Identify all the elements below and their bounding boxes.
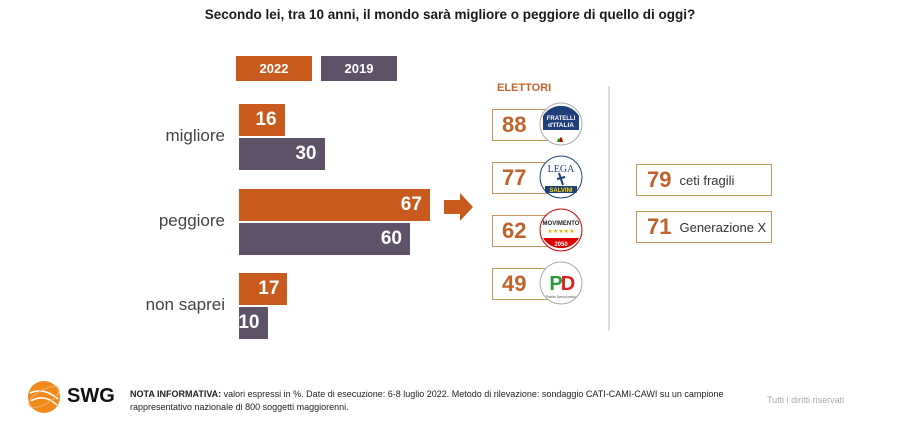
party-value: 62 (502, 218, 527, 243)
segment-box: 71 Generazione X (636, 211, 772, 243)
lega-salvini-logo-icon: LEGA SALVINI (539, 155, 583, 199)
fratelli-ditalia-logo-icon: FRATELLI d'ITALIA (539, 102, 583, 146)
segment-box: 79 ceti fragili (636, 164, 772, 196)
rights-text: Tutti i diritti riservati (767, 395, 845, 405)
svg-text:P: P (549, 273, 562, 295)
bar-2019-non-saprei: 10 (238, 307, 268, 339)
arrow-icon (444, 193, 473, 221)
party-value: 88 (502, 112, 527, 137)
note-text: valori espressi in %. Date di esecuzione… (130, 389, 724, 412)
movimento-5-stelle-logo-icon: MOVIMENTO ★★★★★ 2050 (539, 208, 583, 252)
divider (608, 86, 610, 331)
bar-value-label: 10 (238, 312, 260, 333)
chart-title: Secondo lei, tra 10 anni, il mondo sarà … (204, 7, 696, 22)
segment-label: ceti fragili (679, 172, 735, 188)
bar-2022-migliore: 16 (239, 104, 285, 136)
party-value: 49 (502, 271, 527, 296)
svg-text:★★★★★: ★★★★★ (548, 228, 575, 235)
segment-value: 79 (647, 167, 672, 192)
svg-text:FRATELLI: FRATELLI (547, 116, 576, 122)
bar-value-label: 17 (258, 278, 280, 299)
party-value: 77 (502, 165, 527, 190)
bar-value-label: 60 (380, 228, 402, 249)
category-label: peggiore (158, 211, 225, 230)
note-label: NOTA INFORMATIVA: (130, 389, 222, 399)
category-label: migliore (165, 126, 225, 145)
bar-value-label: 67 (400, 194, 422, 215)
footer-note: NOTA INFORMATIVA: valori espressi in %. … (130, 388, 750, 414)
category-label: non saprei (145, 295, 225, 314)
svg-text:Partito Democratico: Partito Democratico (546, 295, 577, 299)
bar-value-label: 16 (255, 109, 277, 130)
svg-text:D: D (561, 273, 575, 295)
legend-2022: 2022 (236, 56, 312, 81)
svg-text:MOVIMENTO: MOVIMENTO (543, 221, 580, 227)
svg-text:d'ITALIA: d'ITALIA (548, 122, 574, 129)
bar-value-label: 30 (295, 143, 317, 164)
bar-2022-peggiore: 67 (239, 189, 430, 221)
elettori-title: ELETTORI (497, 82, 552, 94)
segment-value: 71 (647, 214, 672, 239)
swg-logo-text: SWG (67, 385, 115, 407)
legend-2019: 2019 (321, 56, 397, 81)
svg-text:2050: 2050 (554, 242, 568, 248)
segment-label: Generazione X (679, 219, 767, 235)
svg-text:SALVINI: SALVINI (549, 188, 573, 194)
svg-text:LEGA: LEGA (548, 164, 575, 175)
swg-globe-icon (28, 381, 60, 413)
partito-democratico-logo-icon: P D Partito Democratico (539, 261, 583, 305)
bar-2022-non-saprei: 17 (239, 273, 288, 305)
bar-2019-migliore: 30 (239, 138, 325, 170)
bar-2019-peggiore: 60 (239, 223, 410, 255)
